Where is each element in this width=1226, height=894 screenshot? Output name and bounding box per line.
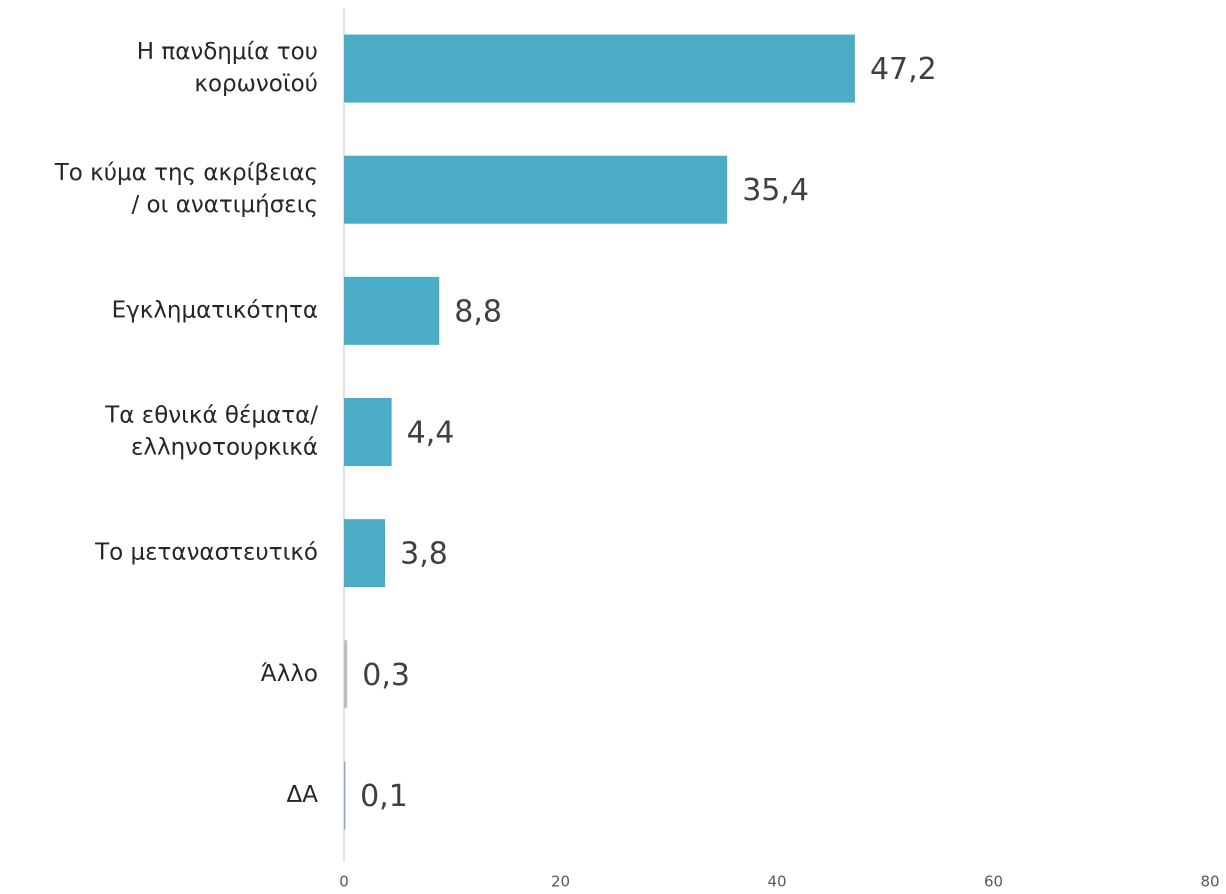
category-label: Η πανδημία του: [137, 39, 318, 65]
bar: [344, 155, 728, 224]
value-label: 0,3: [362, 658, 410, 693]
value-label: 4,4: [407, 416, 455, 451]
bar: [344, 34, 855, 103]
category-label: / οι ανατιμήσεις: [131, 192, 318, 218]
value-label: 35,4: [742, 173, 809, 208]
category-label: Το κύμα της ακρίβειας: [54, 160, 318, 186]
category-label: Εγκληματικότητα: [112, 297, 318, 323]
value-label: 47,2: [870, 52, 937, 87]
value-label: 0,1: [360, 779, 408, 814]
bar: [344, 276, 440, 345]
x-tick-label: 60: [984, 873, 1003, 891]
category-label: κορωνοϊού: [194, 71, 318, 97]
value-label: 3,8: [400, 537, 448, 572]
bar: [344, 398, 392, 466]
bar: [344, 761, 346, 830]
category-label: Άλλο: [261, 661, 318, 687]
category-label: ελληνοτουρκικά: [131, 435, 318, 461]
x-tick-label: 20: [551, 873, 570, 891]
bar: [344, 519, 386, 588]
category-label: Το μεταναστευτικό: [94, 540, 318, 566]
category-label: Τα εθνικά θέματα/: [104, 403, 318, 429]
x-tick-label: 0: [339, 873, 349, 891]
bar: [344, 640, 348, 709]
x-tick-label: 40: [767, 873, 786, 891]
value-label: 8,8: [454, 294, 502, 329]
x-tick-label: 80: [1200, 873, 1219, 891]
category-label: ΔΑ: [287, 782, 319, 808]
